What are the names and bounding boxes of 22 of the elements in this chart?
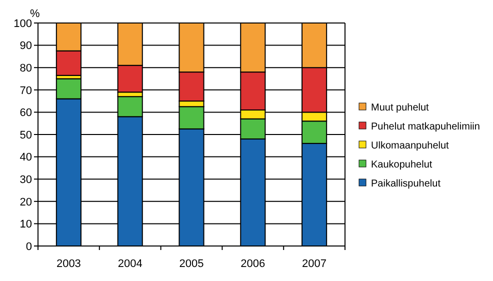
legend-label: Ulkomaanpuhelut <box>371 140 450 152</box>
y-tick-label: 70 <box>20 84 32 97</box>
x-tick-label: 2003 <box>56 258 81 270</box>
legend-label: Puhelut matkapuhelimiin <box>371 122 480 132</box>
y-tick-label: 50 <box>20 129 32 142</box>
y-tick-label: 60 <box>20 107 32 120</box>
legend-label: Kaukopuhelut <box>371 160 432 170</box>
legend-label: Paikallispuhelut <box>371 178 441 190</box>
y-tick-label: 40 <box>20 152 32 164</box>
x-tick-label: 2007 <box>302 258 327 270</box>
y-tick-label: 80 <box>20 62 32 74</box>
legend-label: Muut puhelut <box>371 102 430 114</box>
y-tick-label: 20 <box>20 196 32 208</box>
y-tick-label: 90 <box>20 40 32 52</box>
y-tick-label: 30 <box>20 174 32 186</box>
y-axis-title: % <box>30 8 40 20</box>
y-tick-label: 10 <box>20 218 32 231</box>
x-tick-label: 2006 <box>240 258 266 270</box>
x-tick-label: 2004 <box>118 258 142 270</box>
y-tick-label: 0 <box>26 240 32 253</box>
y-tick-label: 100 <box>14 18 32 30</box>
x-tick-label: 2005 <box>179 258 204 270</box>
